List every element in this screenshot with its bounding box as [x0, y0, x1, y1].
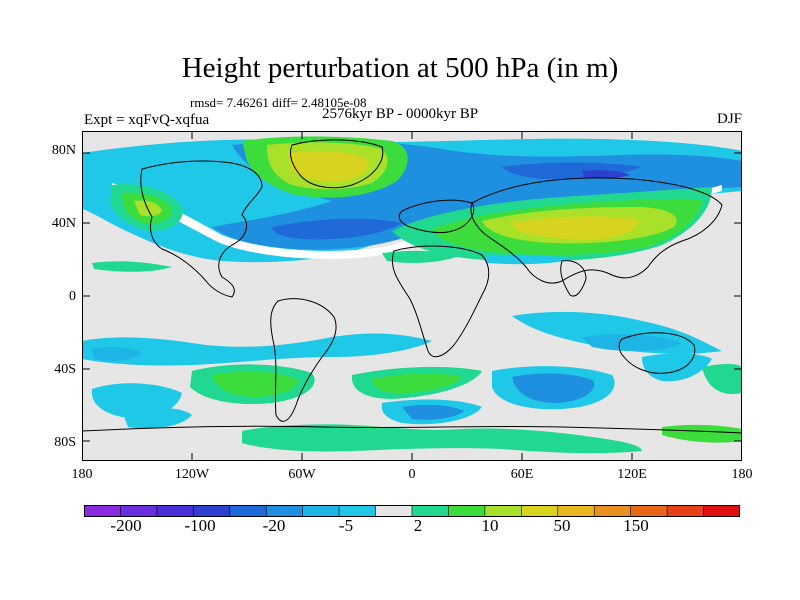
lat-label: 80N: [51, 143, 76, 158]
lon-label: 0: [408, 467, 416, 482]
colorbar-label: 2: [413, 516, 423, 535]
colorbar-label: -100: [184, 516, 216, 535]
lon-label: 120W: [174, 467, 210, 482]
colorbar-label: -20: [262, 516, 286, 535]
coastlines: [82, 139, 742, 434]
colorbar-label: 10: [481, 516, 499, 535]
lon-label: 60W: [288, 467, 316, 482]
colorbar-cell: [703, 505, 740, 517]
stats-text: rmsd= 7.46261 diff= 2.48105e-08: [190, 95, 367, 110]
lon-label: 180: [71, 467, 93, 482]
lat-label: 40N: [51, 216, 76, 231]
anomaly-field-south: [82, 311, 742, 454]
map-title: Height perturbation at 500 hPa (in m): [181, 52, 619, 84]
axis-ticks: [82, 131, 742, 461]
anomaly-field-north: [82, 136, 742, 272]
lon-label: 60E: [510, 467, 534, 482]
lat-label: 0: [69, 289, 76, 304]
lat-label: 40S: [54, 362, 76, 377]
lon-label: 180: [731, 467, 753, 482]
colorbar-label: -200: [110, 516, 142, 535]
colorbar: [84, 505, 740, 517]
period-text: 2576kyr BP - 0000kyr BP: [322, 106, 479, 122]
map-plot: [82, 131, 742, 461]
colorbar-label: 50: [553, 516, 571, 535]
colorbar-cell: [666, 505, 705, 517]
colorbar-label: -5: [338, 516, 354, 535]
experiment-label: Expt = xqFvQ-xqfua: [84, 112, 210, 128]
colorbar-label: 150: [623, 516, 649, 535]
lon-label: 120E: [617, 467, 647, 482]
lat-label: 80S: [54, 435, 76, 450]
season-label: DJF: [716, 111, 742, 127]
